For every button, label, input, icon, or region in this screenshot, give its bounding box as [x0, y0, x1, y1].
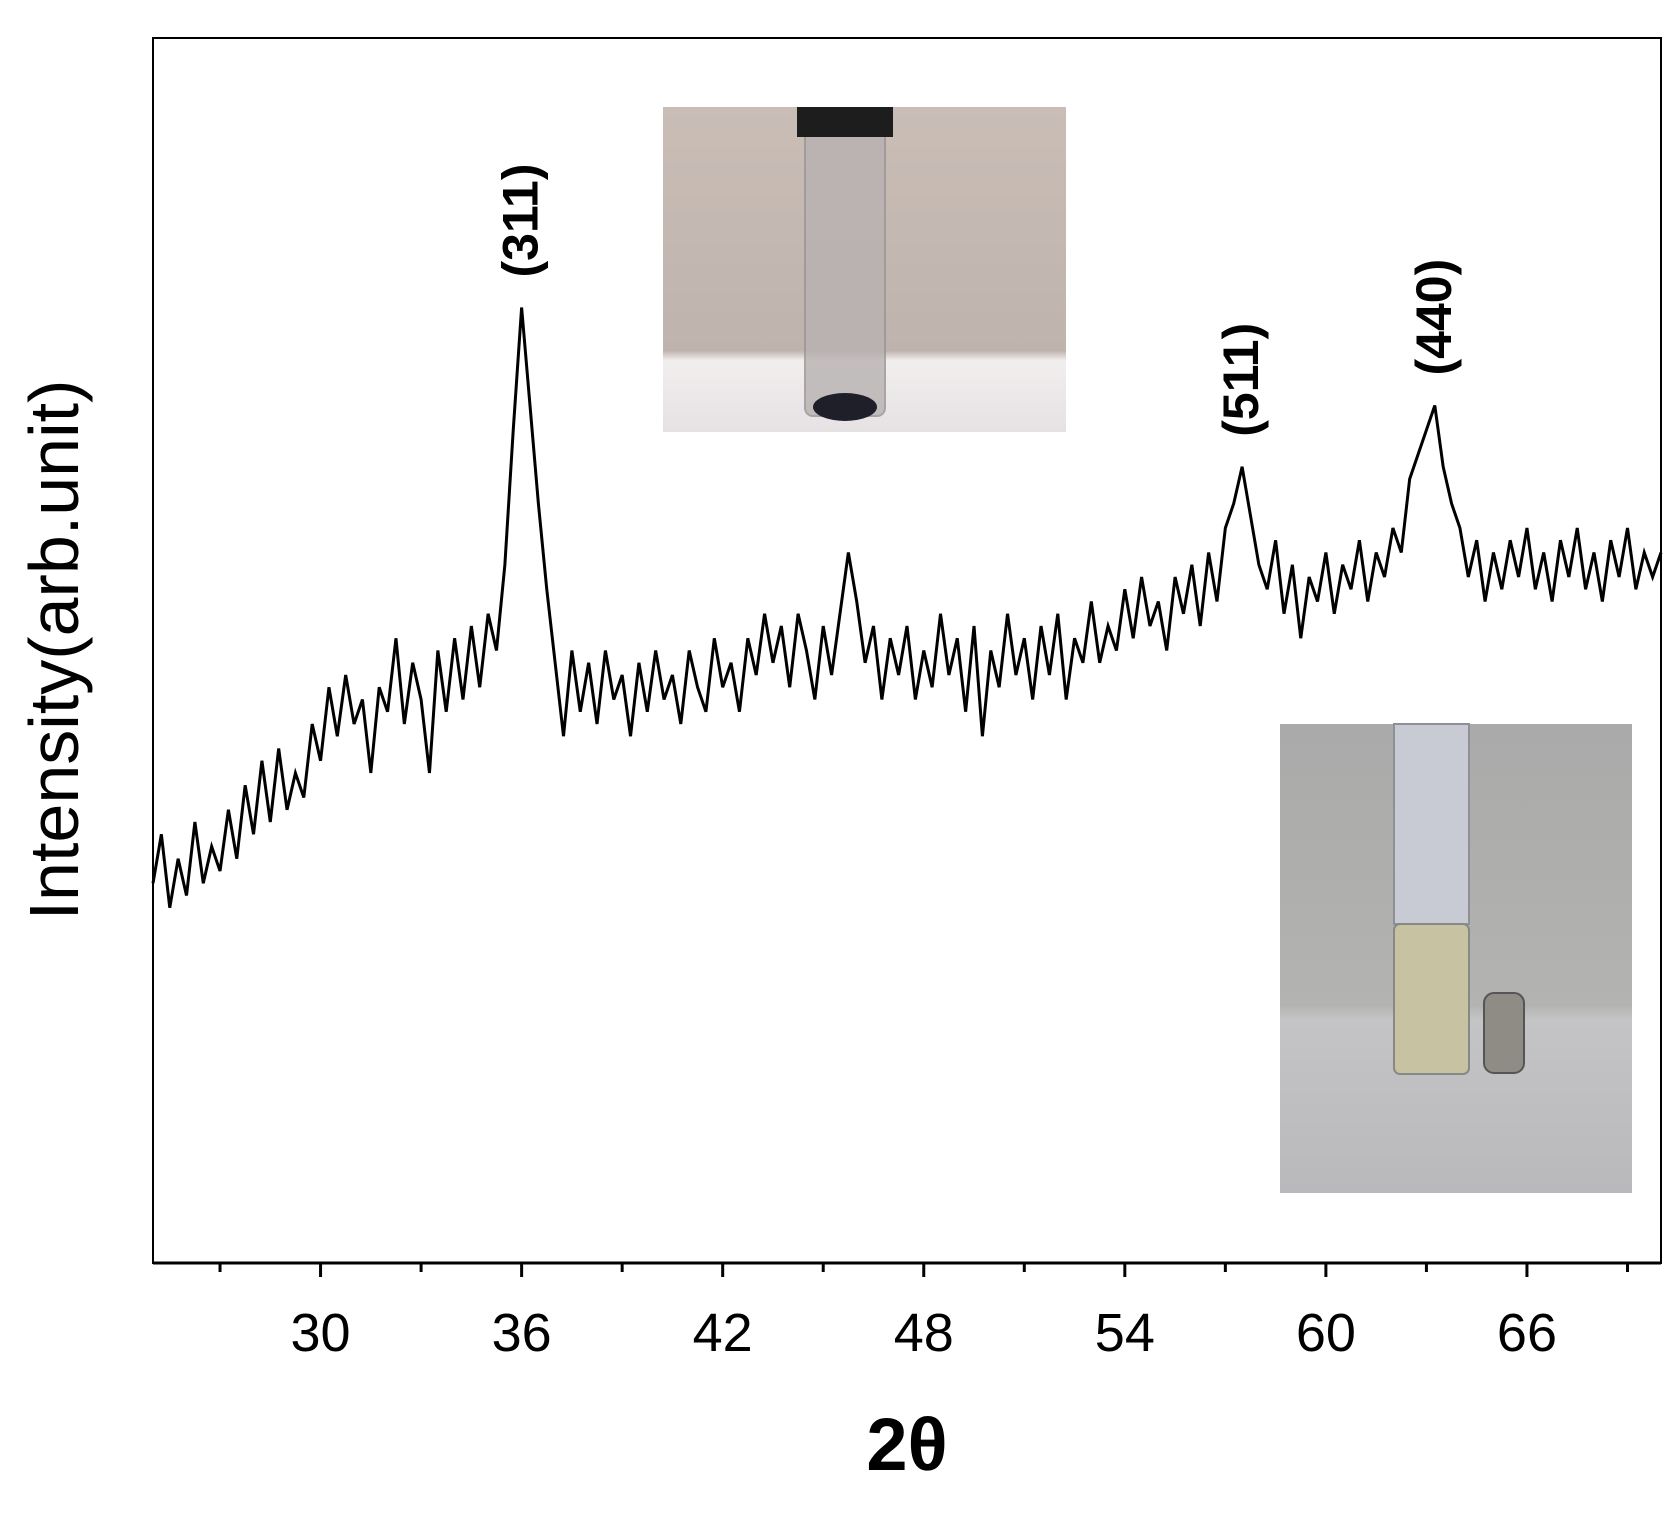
peak-label: (440) — [1406, 259, 1462, 376]
x-tick-label: 66 — [1497, 1303, 1557, 1363]
x-tick-label: 60 — [1296, 1303, 1356, 1363]
x-axis-title: 2θ — [866, 1403, 947, 1486]
inset-photo-vial — [663, 107, 1066, 432]
y-axis-title: Intensity(arb.unit) — [15, 380, 93, 921]
x-tick-label: 48 — [894, 1303, 954, 1363]
data-line — [151, 307, 1663, 909]
peak-label: (511) — [1213, 323, 1269, 437]
x-tick-label: 42 — [693, 1303, 753, 1363]
peak-label: (311) — [493, 164, 549, 278]
x-tick-label: 30 — [291, 1303, 351, 1363]
inset-photo-magnet — [1280, 723, 1632, 1193]
x-tick-label: 54 — [1095, 1303, 1155, 1363]
x-tick-label: 36 — [492, 1303, 552, 1363]
